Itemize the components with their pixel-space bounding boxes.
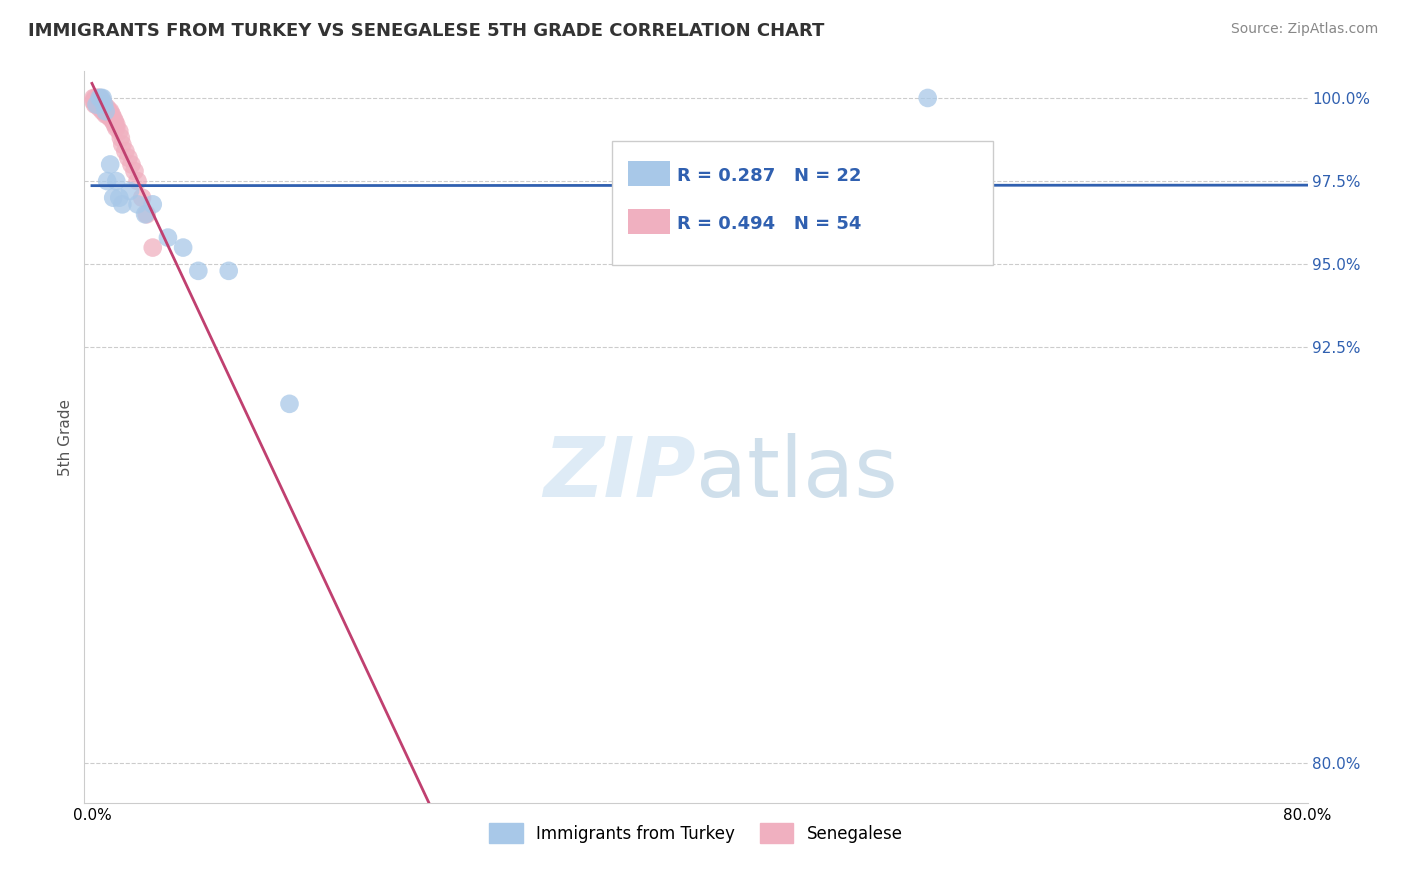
Point [90,91,112,105]
Point [93,104,115,119]
Point [104,114,127,128]
Point [278,397,301,411]
Point [84,97,107,112]
Text: Source: ZipAtlas.com: Source: ZipAtlas.com [1230,22,1378,37]
Point [89,97,111,112]
Point [131,191,153,205]
Point [105,174,128,188]
Point [98,107,121,121]
Point [82,95,104,109]
Point [104,118,127,132]
Point [118,184,141,198]
Point [90,101,112,115]
Point [121,157,143,171]
Point [127,197,149,211]
Point [89,91,111,105]
Point [156,230,179,244]
Point [142,197,165,211]
Point [93,101,115,115]
Point [96,101,118,115]
Point [108,191,131,205]
Point [86,95,108,109]
Point [82,91,104,105]
Text: R = 0.494   N = 54: R = 0.494 N = 54 [678,215,862,233]
Point [98,157,121,171]
Point [103,111,125,125]
Point [91,97,114,112]
Point [111,197,134,211]
Point [93,97,115,112]
Point [84,91,107,105]
Y-axis label: 5th Grade: 5th Grade [58,399,73,475]
Point [94,101,117,115]
Point [86,97,108,112]
Point [97,104,120,119]
Point [90,95,112,109]
Point [90,97,112,112]
Point [91,95,114,109]
Point [98,111,121,125]
Point [100,107,122,121]
Point [103,114,125,128]
Point [91,101,114,115]
Text: IMMIGRANTS FROM TURKEY VS SENEGALESE 5TH GRADE CORRELATION CHART: IMMIGRANTS FROM TURKEY VS SENEGALESE 5TH… [28,22,824,40]
Point [110,131,132,145]
Point [117,151,139,165]
Point [108,124,131,138]
Point [105,118,128,132]
Point [917,91,939,105]
Point [86,97,108,112]
Point [87,95,110,109]
Point [94,104,117,119]
Point [89,95,111,109]
Point [172,241,194,255]
Point [124,164,146,178]
Point [105,120,128,135]
Text: R = 0.287   N = 22: R = 0.287 N = 22 [678,167,862,185]
Point [103,191,125,205]
Point [89,101,111,115]
Point [89,91,111,105]
Point [218,264,240,278]
Point [134,207,156,221]
Point [111,137,134,152]
Point [97,107,120,121]
Point [114,144,136,158]
Point [91,104,114,119]
Point [127,174,149,188]
Point [96,107,118,121]
Point [142,241,165,255]
Point [135,207,157,221]
Point [84,95,107,109]
Point [100,111,122,125]
Point [93,97,115,112]
Point [94,104,117,119]
Text: atlas: atlas [696,434,897,514]
Point [96,104,118,119]
Point [98,104,121,119]
Point [87,91,110,105]
Legend: Immigrants from Turkey, Senegalese: Immigrants from Turkey, Senegalese [482,817,910,849]
Point [86,91,108,105]
Text: ZIP: ZIP [543,434,696,514]
Point [187,264,209,278]
Point [94,107,117,121]
Point [96,174,118,188]
Point [91,91,114,105]
